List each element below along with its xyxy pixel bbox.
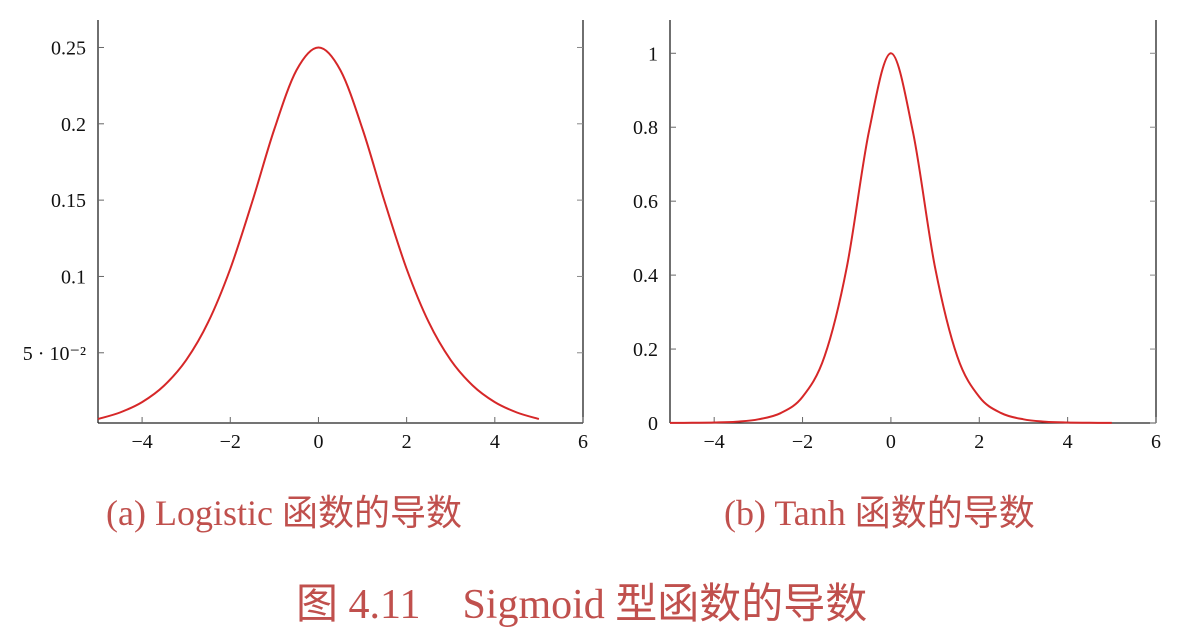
logistic-derivative-chart: −4 −2 0 2 4 6 5 · 10⁻² 0.1 0.15 0.2 0.25 bbox=[23, 20, 588, 453]
x-tick-label: −4 bbox=[131, 431, 152, 453]
y-tick-label: 0 bbox=[648, 413, 658, 435]
y-tick-label: 0.2 bbox=[61, 114, 86, 136]
y-tick-label: 0.6 bbox=[633, 191, 658, 213]
x-tick-label: 2 bbox=[402, 431, 412, 453]
y-tick-label: 0.25 bbox=[51, 37, 86, 59]
y-tick-label: 0.8 bbox=[633, 117, 658, 139]
x-tick-label: −2 bbox=[792, 431, 813, 453]
x-tick-label: 0 bbox=[313, 431, 323, 453]
x-tick-label: 2 bbox=[974, 431, 984, 453]
series-line bbox=[97, 46, 540, 420]
tanh-derivative-chart: −4 −2 0 2 4 6 0 0.2 0.4 0.6 0.8 1 bbox=[633, 20, 1161, 453]
subcaption-a: (a) Logistic 函数的导数 bbox=[106, 493, 462, 533]
y-tick-label: 0.2 bbox=[633, 339, 658, 361]
figure-caption: 图 4.11 Sigmoid 型函数的导数 bbox=[296, 582, 868, 628]
y-tick-label: 5 · 10⁻² bbox=[23, 343, 86, 365]
series-line bbox=[669, 52, 1112, 424]
subcaption-b: (b) Tanh 函数的导数 bbox=[724, 493, 1035, 533]
x-tick-label: 4 bbox=[1063, 431, 1073, 453]
x-tick-label: 4 bbox=[490, 431, 500, 453]
y-tick-label: 0.4 bbox=[633, 265, 658, 287]
y-tick-label: 0.1 bbox=[61, 266, 86, 288]
x-tick-label: 0 bbox=[886, 431, 896, 453]
x-tick-label: −4 bbox=[704, 431, 725, 453]
x-tick-label: −2 bbox=[220, 431, 241, 453]
y-tick-label: 0.15 bbox=[51, 190, 86, 212]
y-tick-label: 1 bbox=[648, 43, 658, 65]
x-tick-label: 6 bbox=[1151, 431, 1161, 453]
x-tick-label: 6 bbox=[578, 431, 588, 453]
